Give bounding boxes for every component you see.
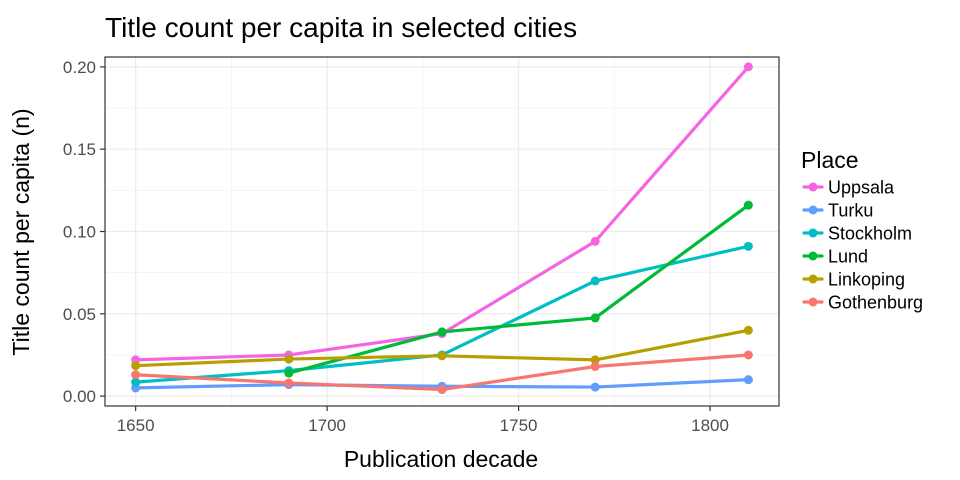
series-line-uppsala [134,65,750,362]
data-point-lund [743,200,753,210]
legend-title: Place [801,147,859,173]
x-tick-label: 1650 [117,416,155,435]
data-point-stockholm [743,241,753,251]
legend-label: Stockholm [828,224,912,244]
legend-key-point [808,182,818,192]
data-point-gothenburg [590,361,600,371]
legend-key-point [808,297,818,307]
data-point-linkoping [437,351,447,361]
legend-item-uppsala: Uppsala [802,178,895,198]
legend-item-lund: Lund [802,247,868,267]
x-tick-label: 1750 [500,416,538,435]
data-point-linkoping [284,354,294,364]
data-point-gothenburg [131,370,141,380]
data-point-turku [743,375,753,385]
legend-label: Lund [828,247,868,267]
legend-item-linkoping: Linkoping [802,270,905,290]
data-point-gothenburg [437,385,447,395]
x-axis-title: Publication decade [344,446,538,472]
legend: Place Uppsala Turku Stockholm Lund Linkoping… [801,147,923,313]
data-point-lund [590,313,600,323]
y-axis-title: Title count per capita (n) [8,108,34,355]
legend-key-point [808,274,818,284]
y-tick-label: 0.10 [63,223,96,242]
x-tick-label: 1800 [691,416,729,435]
y-tick-label: 0.00 [63,387,96,406]
x-tick-label: 1700 [308,416,346,435]
data-point-stockholm [590,276,600,286]
y-tick-label: 0.15 [63,140,96,159]
legend-key-point [808,205,818,215]
chart-title: Title count per capita in selected citie… [105,12,577,43]
data-point-linkoping [743,325,753,335]
data-point-uppsala [590,236,600,246]
axes: 1650 1700 1750 1800 0.00 0.05 0.10 0.15 0.20 [63,58,729,435]
series-layer [131,62,753,395]
data-point-uppsala [743,62,753,72]
data-point-turku [590,382,600,392]
legend-label: Uppsala [828,178,895,198]
series-line-lund [287,203,750,375]
series-linkoping [131,325,753,371]
legend-label: Turku [828,201,873,221]
legend-item-turku: Turku [802,201,873,221]
y-tick-label: 0.20 [63,58,96,77]
legend-item-gothenburg: Gothenburg [802,293,923,313]
data-point-linkoping [590,355,600,365]
data-point-lund [437,327,447,337]
data-point-gothenburg [743,350,753,360]
legend-key-point [808,228,818,238]
grid [105,57,779,406]
data-point-stockholm [131,377,141,387]
legend-label: Linkoping [828,270,905,290]
y-tick-label: 0.05 [63,305,96,324]
data-point-linkoping [131,361,141,371]
series-lund [284,200,753,378]
legend-item-stockholm: Stockholm [802,224,912,244]
legend-key-point [808,251,818,261]
data-point-gothenburg [284,378,294,388]
data-point-lund [284,368,294,378]
legend-label: Gothenburg [828,293,923,313]
series-gothenburg [131,350,753,395]
